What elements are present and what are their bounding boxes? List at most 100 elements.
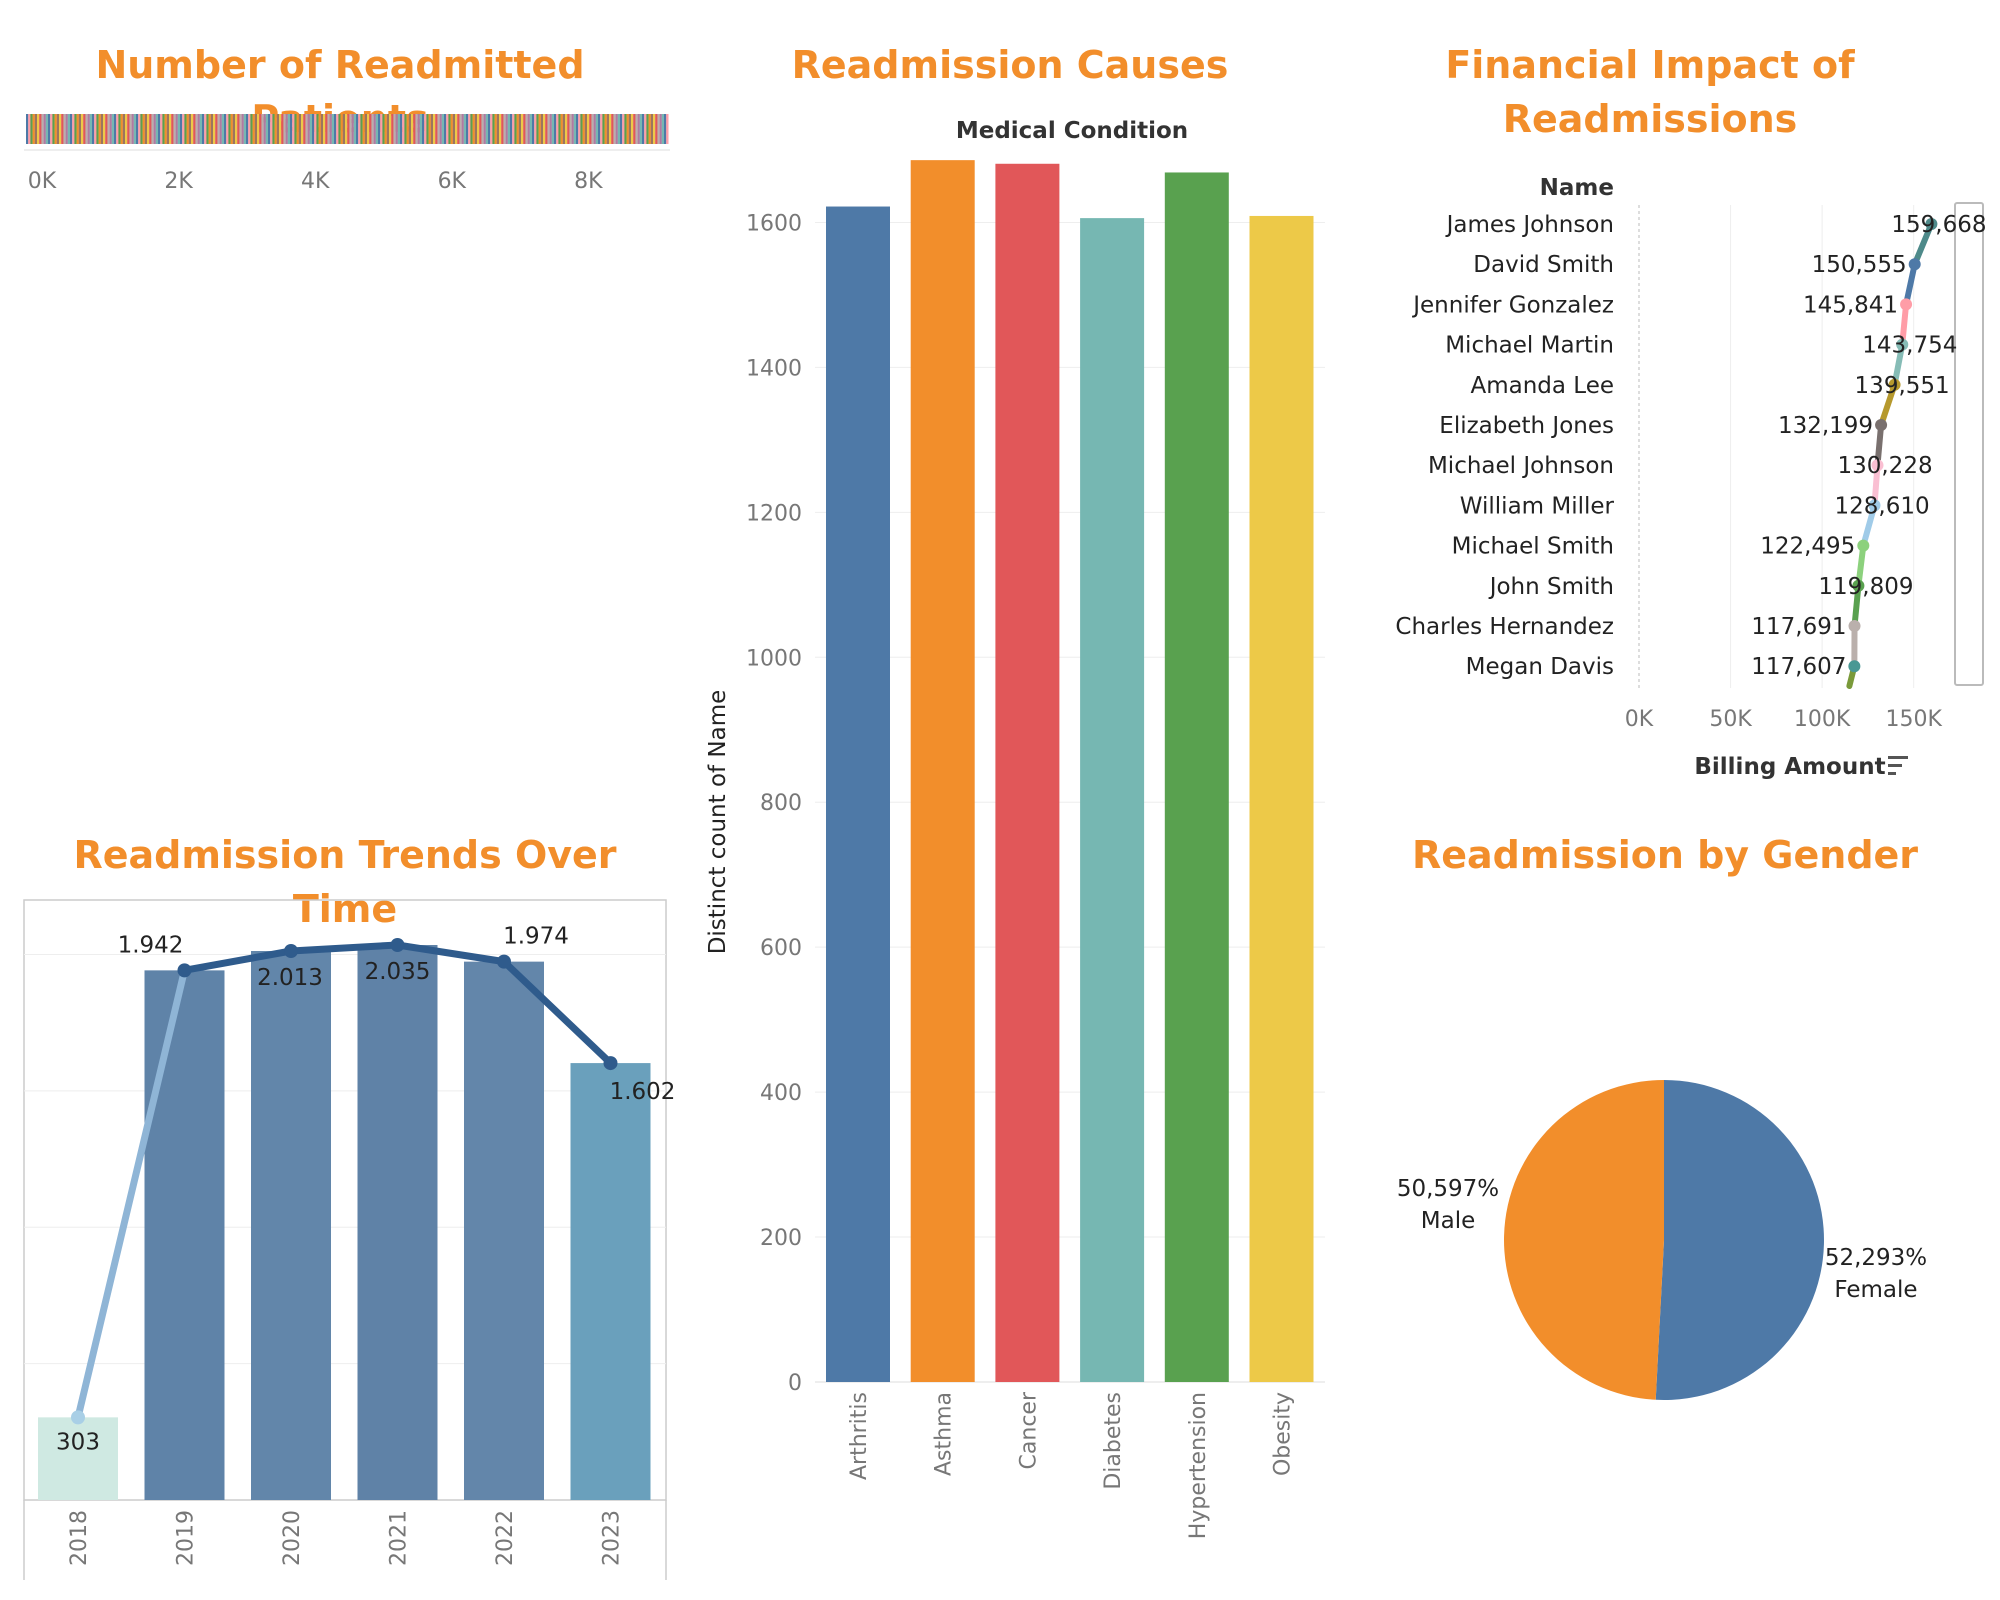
patient-bar-segment (158, 114, 161, 144)
patient-bar-segment (358, 114, 361, 144)
patient-bar-segment (380, 114, 383, 144)
patient-bar-segment (650, 114, 654, 144)
causes-bar (1249, 215, 1314, 1382)
patient-bar-segment (362, 114, 365, 144)
patient-bar-segment (109, 114, 112, 144)
financial-title-line1: Financial Impact of (1445, 43, 1855, 87)
patient-bar-segment (631, 114, 634, 144)
patient-bar-segment (294, 114, 297, 144)
patient-bar-segment (560, 114, 563, 144)
patient-bar-segment (287, 114, 291, 144)
patient-bar-segment (32, 114, 35, 144)
patient-bar-segment (175, 114, 178, 144)
financial-line-segment (1878, 381, 1898, 428)
patient-bar-segment (125, 114, 128, 144)
patient-bar-segment (666, 114, 669, 144)
patient-bar-segment (133, 114, 137, 144)
gender-label-male: Male (1421, 1208, 1475, 1234)
patient-bar-segment (246, 114, 249, 144)
patient-bar-segment (226, 114, 229, 144)
patient-bar-segment (496, 114, 500, 144)
patient-bar-segment (318, 114, 321, 144)
sort-icon[interactable] (1888, 756, 1908, 775)
financial-value-label: 119,809 (1818, 574, 1913, 600)
patient-bar-segment (290, 114, 293, 144)
patient-bar-segment (331, 114, 335, 144)
patient-bar-segment (248, 114, 251, 144)
financial-name-label: Jennifer Gonzalez (1411, 292, 1614, 318)
scrollbar[interactable] (1954, 202, 1984, 686)
patient-bar-segment (565, 114, 568, 144)
patient-bar-segment (327, 114, 330, 144)
patient-bar-segment (59, 114, 62, 144)
patient-bar-segment (397, 114, 401, 144)
patient-bar-segment (336, 114, 339, 144)
patient-bar-segment (593, 114, 596, 144)
patient-bar-segment (589, 114, 592, 144)
patient-bar-segment (232, 114, 236, 144)
patient-bar-segment (373, 114, 376, 144)
patient-bar-segment (281, 114, 284, 144)
financial-point (1896, 338, 1909, 351)
patient-bar-segment (433, 114, 436, 144)
patient-bar-segment (611, 114, 614, 144)
patient-bar-segment (516, 114, 519, 144)
patient-bar-segment (37, 114, 40, 144)
patient-bar-segment (430, 114, 434, 144)
gender-label-female: Female (1834, 1277, 1917, 1303)
patient-bar-segment (525, 114, 528, 144)
financial-value-label: 117,607 (1751, 654, 1846, 680)
trends-x-tick: 2019 (174, 1510, 199, 1566)
patient-bar-segment (204, 114, 207, 144)
financial-name-label: Megan Davis (1466, 654, 1614, 680)
patient-bar-segment (488, 114, 491, 144)
patient-bar-segment (94, 114, 97, 144)
causes-y-tick: 1200 (746, 501, 802, 526)
patient-bar-segment (153, 114, 156, 144)
patient-bar-segment (270, 114, 273, 144)
patient-bar-segment (180, 114, 183, 144)
patient-bar-segment (52, 114, 55, 144)
patient-bar-segment (193, 114, 196, 144)
financial-value-label: 130,228 (1837, 453, 1932, 479)
financial-line-segment (1851, 582, 1862, 629)
patient-bar-segment (235, 114, 238, 144)
patient-bar-segment (375, 114, 379, 144)
patient-bar-segment (252, 114, 255, 144)
patient-bar-segment (342, 114, 346, 144)
patient-bar-segment (301, 114, 304, 144)
patient-bar-segment (85, 114, 88, 144)
patient-bar-segment (402, 114, 405, 144)
patient-bar-segment (400, 114, 403, 144)
patient-bar-segment (307, 114, 310, 144)
patient-bar-segment (30, 114, 33, 144)
financial-line-segment (1903, 261, 1918, 308)
patient-bar-segment (345, 114, 348, 144)
financial-value-label: 128,610 (1835, 493, 1930, 519)
patient-bar-segment (413, 114, 416, 144)
patient-bar-segment (250, 114, 253, 144)
patient-bar-segment (279, 114, 282, 144)
patient-bar-segment (48, 114, 51, 144)
patient-bar-segment (213, 114, 216, 144)
patient-bar-segment (129, 114, 132, 144)
causes-header: Medical Condition (956, 118, 1188, 144)
patient-bar-segment (169, 114, 172, 144)
patient-bar-segment (151, 114, 154, 144)
patient-bar-segment (340, 114, 343, 144)
trends-line-segment (394, 941, 508, 966)
trends-x-tick: 2023 (600, 1510, 625, 1566)
patient-bar-segment (43, 114, 46, 144)
patient-bar-segment (644, 114, 647, 144)
patient-bar-segment (89, 114, 93, 144)
financial-value-label: 143,754 (1862, 333, 1957, 359)
patient-bar-segment (556, 114, 559, 144)
patient-bar-segment (415, 114, 418, 144)
patient-bar-segment (312, 114, 315, 144)
patient-bar-segment (184, 114, 187, 144)
patient-bar-segment (65, 114, 68, 144)
patient-bar-segment (177, 114, 181, 144)
patient-bar-segment (50, 114, 53, 144)
financial-header: Name (1540, 175, 1614, 201)
